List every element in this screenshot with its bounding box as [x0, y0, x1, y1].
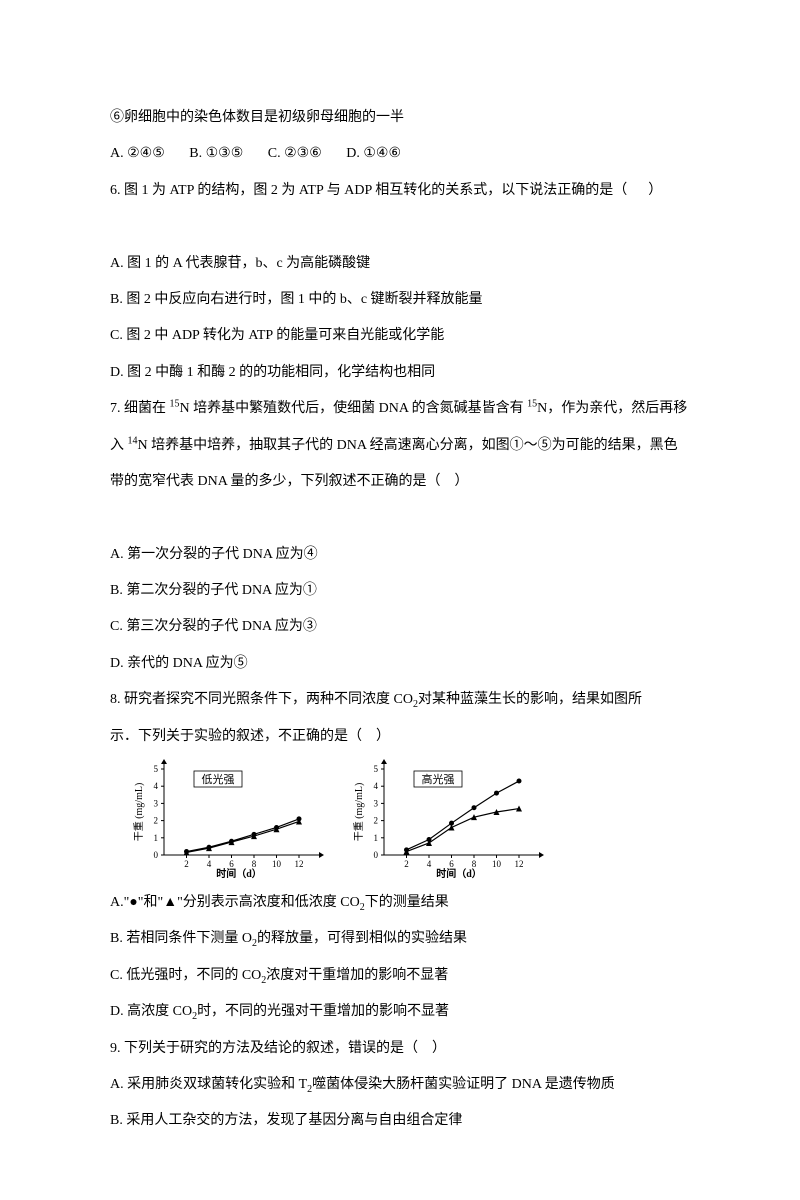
- opt-a: A. 采用肺炎双球菌转化实验和 T2噬菌体侵染大肠杆菌实验证明了 DNA 是遗传…: [110, 1067, 690, 1103]
- question-8-l1: 8. 研究者探究不同光照条件下，两种不同浓度 CO2对某种蓝藻生长的影响，结果如…: [110, 682, 690, 718]
- opt-b: B. ①③⑤: [189, 146, 243, 161]
- svg-text:2: 2: [404, 859, 409, 869]
- txt: 时，不同的光强对干重增加的影响不显著: [197, 1004, 449, 1019]
- svg-text:12: 12: [295, 859, 304, 869]
- question-6: 6. 图 1 为 ATP 的结构，图 2 为 ATP 与 ADP 相互转化的关系…: [110, 173, 690, 209]
- svg-text:0: 0: [154, 850, 159, 860]
- txt: 8. 研究者探究不同光照条件下，两种不同浓度 CO: [110, 692, 413, 707]
- opt-c: C. 低光强时，不同的 CO2浓度对干重增加的影响不显著: [110, 958, 690, 994]
- txt: 对某种蓝藻生长的影响，结果如图所: [418, 692, 642, 707]
- svg-text:时间（d）: 时间（d）: [216, 867, 262, 879]
- opt-d: D. ①④⑥: [346, 146, 401, 161]
- txt: N 培养基中繁殖数代后，使细菌 DNA 的含氮碱基皆含有: [180, 401, 528, 416]
- svg-text:时间（d）: 时间（d）: [436, 867, 482, 879]
- txt: B. 若相同条件下测量 O: [110, 931, 252, 946]
- opt-b: B. 图 2 中反应向右进行时，图 1 中的 b、c 键断裂并释放能量: [110, 282, 690, 318]
- text-line: ⑥卵细胞中的染色体数目是初级卵母细胞的一半: [110, 100, 690, 136]
- svg-text:10: 10: [272, 859, 282, 869]
- question-7-l3: 带的宽窄代表 DNA 量的多少，下列叙述不正确的是（ ）: [110, 464, 690, 500]
- svg-text:3: 3: [374, 798, 379, 808]
- opt-b: B. 采用人工杂交的方法，发现了基因分离与自由组合定律: [110, 1103, 690, 1139]
- sup: 15: [170, 398, 180, 409]
- txt: A."●"和"▲"分别表示高浓度和低浓度 CO: [110, 895, 360, 910]
- svg-text:4: 4: [154, 781, 159, 791]
- svg-text:2: 2: [154, 816, 159, 826]
- svg-text:干重 (mg/mL): 干重 (mg/mL): [132, 783, 145, 842]
- chart-low-light: 01234524681012时间（d）干重 (mg/mL)低光强: [130, 759, 330, 879]
- opt-a: A. ②④⑤: [110, 146, 165, 161]
- question-9: 9. 下列关于研究的方法及结论的叙述，错误的是（ ）: [110, 1031, 690, 1067]
- svg-text:8: 8: [472, 859, 477, 869]
- opt-a: A. 第一次分裂的子代 DNA 应为④: [110, 537, 690, 573]
- txt: 入: [110, 438, 128, 453]
- svg-text:0: 0: [374, 850, 379, 860]
- document-page: ⑥卵细胞中的染色体数目是初级卵母细胞的一半 A. ②④⑤ B. ①③⑤ C. ②…: [0, 0, 800, 1200]
- opt-a: A. 图 1 的 A 代表腺苷，b、c 为高能磷酸键: [110, 246, 690, 282]
- question-7-l1: 7. 细菌在 15N 培养基中繁殖数代后，使细菌 DNA 的含氮碱基皆含有 15…: [110, 391, 690, 427]
- sup: 14: [128, 435, 138, 446]
- opt-b: B. 第二次分裂的子代 DNA 应为①: [110, 573, 690, 609]
- opt-c: C. ②③⑥: [268, 146, 322, 161]
- svg-text:2: 2: [184, 859, 189, 869]
- svg-text:8: 8: [252, 859, 257, 869]
- opt-c: C. 图 2 中 ADP 转化为 ATP 的能量可来自光能或化学能: [110, 318, 690, 354]
- svg-text:3: 3: [154, 798, 159, 808]
- svg-text:1: 1: [374, 833, 379, 843]
- sup: 15: [527, 398, 537, 409]
- blank-line: [110, 500, 690, 536]
- svg-text:2: 2: [374, 816, 379, 826]
- txt: C. 低光强时，不同的 CO: [110, 968, 261, 983]
- opt-c: C. 第三次分裂的子代 DNA 应为③: [110, 609, 690, 645]
- txt: A. 采用肺炎双球菌转化实验和 T: [110, 1077, 307, 1092]
- svg-text:1: 1: [154, 833, 159, 843]
- svg-text:4: 4: [374, 781, 379, 791]
- question-7-l2: 入 14N 培养基中培养，抽取其子代的 DNA 经高速离心分离，如图①～⑤为可能…: [110, 428, 690, 464]
- txt: 下的测量结果: [365, 895, 449, 910]
- blank-line: [110, 209, 690, 245]
- svg-text:低光强: 低光强: [202, 772, 235, 786]
- svg-text:5: 5: [374, 764, 379, 774]
- option-row: A. ②④⑤ B. ①③⑤ C. ②③⑥ D. ①④⑥: [110, 136, 690, 172]
- txt: N 培养基中培养，抽取其子代的 DNA 经高速离心分离，如图①～⑤为可能的结果，…: [138, 438, 678, 453]
- svg-text:4: 4: [427, 859, 432, 869]
- txt: 浓度对干重增加的影响不显著: [266, 968, 448, 983]
- svg-text:10: 10: [492, 859, 502, 869]
- opt-d: D. 高浓度 CO2时，不同的光强对干重增加的影响不显著: [110, 994, 690, 1030]
- txt: 噬菌体侵染大肠杆菌实验证明了 DNA 是遗传物质: [312, 1077, 615, 1092]
- opt-d: D. 亲代的 DNA 应为⑤: [110, 646, 690, 682]
- txt: 的释放量，可得到相似的实验结果: [257, 931, 467, 946]
- chart-row: 01234524681012时间（d）干重 (mg/mL)低光强 0123452…: [130, 759, 690, 879]
- svg-text:6: 6: [449, 859, 454, 869]
- question-8-l2: 示．下列关于实验的叙述，不正确的是（ ）: [110, 719, 690, 755]
- svg-text:干重 (mg/mL): 干重 (mg/mL): [352, 783, 365, 842]
- svg-text:5: 5: [154, 764, 159, 774]
- opt-a: A."●"和"▲"分别表示高浓度和低浓度 CO2下的测量结果: [110, 885, 690, 921]
- opt-b: B. 若相同条件下测量 O2的释放量，可得到相似的实验结果: [110, 921, 690, 957]
- txt: 7. 细菌在: [110, 401, 170, 416]
- svg-text:高光强: 高光强: [422, 772, 455, 786]
- txt: D. 高浓度 CO: [110, 1004, 192, 1019]
- svg-text:4: 4: [207, 859, 212, 869]
- svg-text:12: 12: [515, 859, 524, 869]
- svg-text:6: 6: [229, 859, 234, 869]
- chart-high-light: 01234524681012时间（d）干重 (mg/mL)高光强: [350, 759, 550, 879]
- opt-d: D. 图 2 中酶 1 和酶 2 的的功能相同，化学结构也相同: [110, 355, 690, 391]
- txt: N，作为亲代，然后再移: [537, 401, 687, 416]
